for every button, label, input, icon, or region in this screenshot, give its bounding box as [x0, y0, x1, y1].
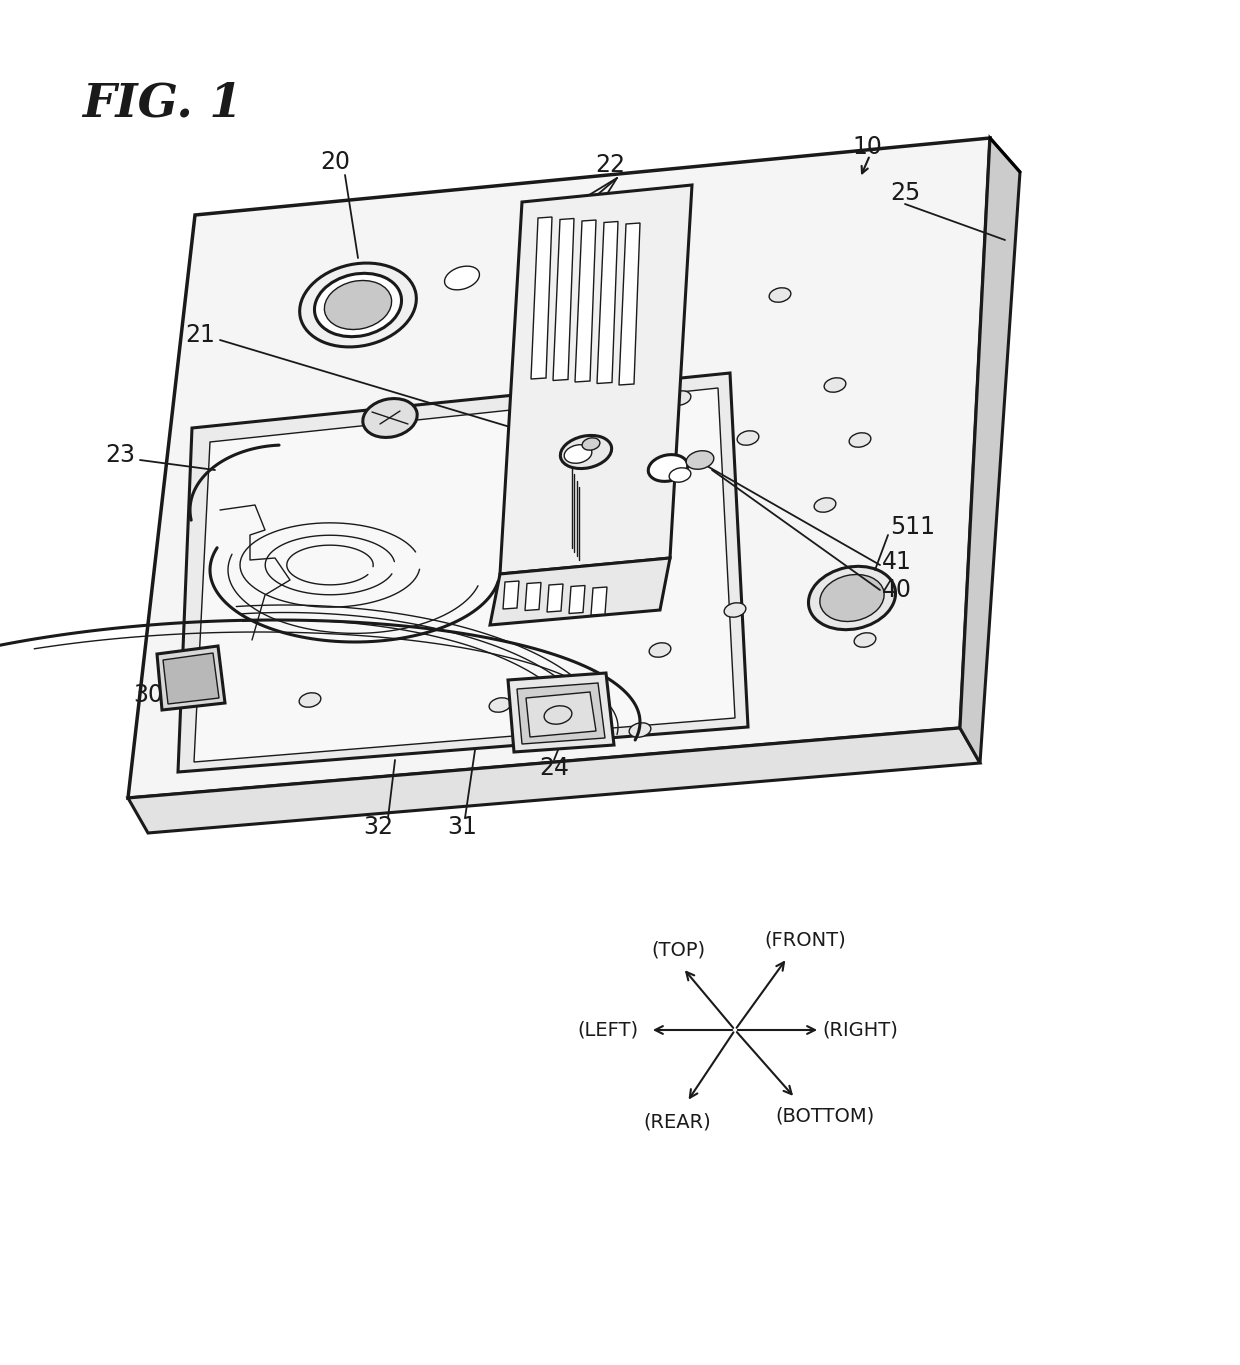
- Ellipse shape: [489, 698, 511, 713]
- Text: 23: 23: [105, 444, 135, 467]
- Text: (TOP): (TOP): [651, 940, 706, 960]
- Text: 31: 31: [448, 815, 477, 839]
- Polygon shape: [503, 581, 520, 609]
- Polygon shape: [547, 584, 563, 612]
- Polygon shape: [960, 138, 1021, 763]
- Polygon shape: [128, 728, 980, 833]
- Ellipse shape: [650, 643, 671, 657]
- Text: 41: 41: [882, 550, 911, 575]
- Polygon shape: [162, 652, 219, 704]
- Ellipse shape: [564, 445, 591, 463]
- Text: (FRONT): (FRONT): [764, 931, 846, 950]
- Ellipse shape: [849, 433, 870, 448]
- Polygon shape: [525, 583, 541, 610]
- Ellipse shape: [686, 450, 714, 470]
- Polygon shape: [500, 186, 692, 575]
- Text: 22: 22: [595, 153, 625, 177]
- Text: 40: 40: [882, 577, 911, 602]
- Ellipse shape: [769, 288, 791, 302]
- Ellipse shape: [582, 438, 600, 450]
- Polygon shape: [179, 373, 748, 773]
- Ellipse shape: [737, 431, 759, 445]
- Polygon shape: [508, 673, 614, 752]
- Ellipse shape: [325, 280, 392, 329]
- Text: (BOTTOM): (BOTTOM): [775, 1107, 874, 1126]
- Text: 20: 20: [320, 150, 350, 173]
- Polygon shape: [490, 558, 670, 625]
- Text: 10: 10: [852, 135, 882, 158]
- Ellipse shape: [825, 378, 846, 392]
- Ellipse shape: [649, 455, 688, 482]
- Polygon shape: [591, 587, 608, 616]
- Ellipse shape: [808, 566, 895, 629]
- Polygon shape: [193, 388, 735, 762]
- Text: 21: 21: [185, 324, 215, 347]
- Text: FIG. 1: FIG. 1: [82, 81, 242, 126]
- Polygon shape: [128, 138, 990, 799]
- Ellipse shape: [315, 273, 402, 337]
- Ellipse shape: [608, 511, 629, 526]
- Ellipse shape: [724, 603, 745, 617]
- Text: 32: 32: [363, 815, 393, 839]
- Polygon shape: [575, 220, 596, 382]
- Ellipse shape: [629, 723, 651, 737]
- Ellipse shape: [815, 498, 836, 512]
- Text: 30: 30: [133, 682, 162, 707]
- Text: (RIGHT): (RIGHT): [822, 1021, 898, 1040]
- Polygon shape: [553, 218, 574, 381]
- Polygon shape: [619, 222, 640, 385]
- Ellipse shape: [445, 266, 480, 289]
- Text: (REAR): (REAR): [644, 1112, 711, 1132]
- Text: 511: 511: [890, 515, 935, 539]
- Ellipse shape: [670, 390, 691, 405]
- Ellipse shape: [820, 575, 884, 621]
- Polygon shape: [596, 221, 618, 384]
- Text: 24: 24: [539, 756, 569, 779]
- Ellipse shape: [670, 468, 691, 482]
- Ellipse shape: [560, 435, 611, 468]
- Ellipse shape: [299, 693, 321, 707]
- Text: (LEFT): (LEFT): [578, 1021, 639, 1040]
- Polygon shape: [531, 217, 552, 379]
- Polygon shape: [569, 586, 585, 613]
- Ellipse shape: [854, 633, 875, 647]
- Text: 25: 25: [890, 182, 920, 205]
- Polygon shape: [517, 682, 605, 744]
- Ellipse shape: [363, 399, 417, 437]
- Polygon shape: [526, 692, 596, 737]
- Polygon shape: [157, 646, 224, 710]
- Ellipse shape: [300, 263, 417, 347]
- Ellipse shape: [844, 573, 866, 587]
